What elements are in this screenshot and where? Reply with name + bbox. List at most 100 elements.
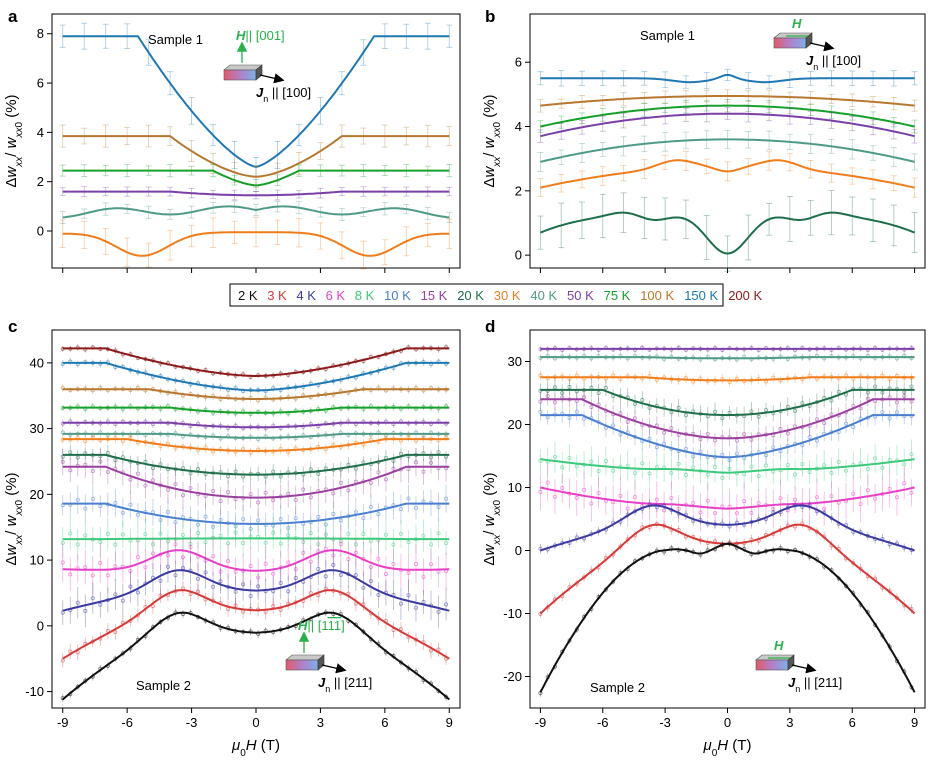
x-tick-label: -9 [57, 715, 69, 730]
data-point [120, 510, 125, 515]
data-point [822, 463, 827, 468]
data-point [68, 531, 73, 536]
series-40k [59, 200, 453, 224]
y-tick-label: 4 [37, 125, 44, 140]
data-point [391, 542, 396, 547]
data-point [241, 517, 246, 522]
data-point [574, 464, 579, 469]
data-point [785, 463, 790, 468]
data-point [800, 461, 805, 466]
data-point [391, 466, 396, 471]
data-point [316, 542, 321, 547]
data-point [248, 526, 253, 531]
field-label: H [774, 638, 784, 653]
data-point [421, 469, 426, 474]
data-point [143, 532, 148, 537]
data-point [248, 564, 253, 569]
data-point [218, 569, 223, 574]
data-point [286, 560, 291, 565]
y-tick-label: 10 [30, 553, 44, 568]
data-point [211, 489, 216, 494]
crystal-schematic: Jn || [100] H [773, 16, 861, 72]
data-point [383, 532, 388, 537]
data-point [734, 451, 739, 456]
data-point [263, 561, 268, 566]
data-point [865, 488, 870, 493]
data-point [858, 406, 863, 411]
data-point [391, 562, 396, 567]
data-point [727, 458, 732, 463]
field-label: H [792, 16, 802, 31]
data-point [683, 413, 688, 418]
legend-item: 200 K [728, 288, 762, 303]
data-point [241, 540, 246, 545]
data-point [589, 404, 594, 409]
panel-c: -9 -6 -3 0 3 6 9 -10 0 10 20 30 40 c Δwxx/ wxx0 (%) μ0H… [3, 317, 461, 759]
data-point [150, 466, 155, 471]
crystal-schematic: Jn || [211] H|| [111] [285, 618, 372, 694]
data-point [698, 510, 703, 515]
data-point [135, 471, 140, 476]
data-point [165, 487, 170, 492]
y-tick-label: 30 [508, 354, 522, 369]
data-point [346, 531, 351, 536]
data-point [894, 400, 899, 405]
x-tick-label: -3 [659, 715, 671, 730]
bar-front [755, 659, 789, 671]
y-tick-label: 30 [30, 421, 44, 436]
data-point [113, 592, 118, 597]
data-point [589, 501, 594, 506]
data-point [413, 605, 418, 610]
data-point [233, 603, 238, 608]
data-point [173, 542, 178, 547]
data-point [654, 497, 659, 502]
data-point [909, 384, 914, 389]
series-75k [537, 98, 918, 134]
data-point [691, 500, 696, 505]
data-point [560, 485, 565, 490]
data-point [90, 468, 95, 473]
data-point [582, 416, 587, 421]
data-point [589, 459, 594, 464]
data-point [625, 419, 630, 424]
series-line [62, 453, 450, 476]
data-point [698, 449, 703, 454]
data-point [173, 520, 178, 525]
data-point [75, 455, 80, 460]
legend-item: 20 K [457, 288, 484, 303]
data-point [763, 463, 768, 468]
legend-item: 15 K [421, 288, 448, 303]
data-point [203, 540, 208, 545]
data-point [376, 512, 381, 517]
data-point [669, 426, 674, 431]
data-point [301, 487, 306, 492]
series-150k [537, 68, 918, 90]
data-point [742, 432, 747, 437]
data-point [662, 430, 667, 435]
data-point [822, 420, 827, 425]
data-point [822, 506, 827, 511]
data-point [218, 498, 223, 503]
series-line [540, 95, 915, 107]
data-point [851, 424, 856, 429]
series-line [540, 211, 915, 255]
data-point [436, 450, 441, 455]
x-tick-label: -9 [535, 715, 547, 730]
data-point [316, 566, 321, 571]
data-point [271, 571, 276, 576]
data-point [713, 511, 718, 516]
data-point [150, 478, 155, 483]
series-40k [60, 428, 450, 443]
data-point [271, 498, 276, 503]
y-tick-label: 20 [508, 417, 522, 432]
panel-b: 0 2 4 6 b Δwxx/ wxx0 (%) Sample 1 Jn || [100] H [481, 7, 926, 273]
data-point [887, 486, 892, 491]
data-point [203, 570, 208, 575]
series-line [540, 486, 915, 510]
data-point [361, 516, 366, 521]
data-point [188, 471, 193, 476]
y-tick-label: 2 [515, 183, 522, 198]
data-point [60, 540, 65, 545]
series-line [62, 502, 450, 525]
